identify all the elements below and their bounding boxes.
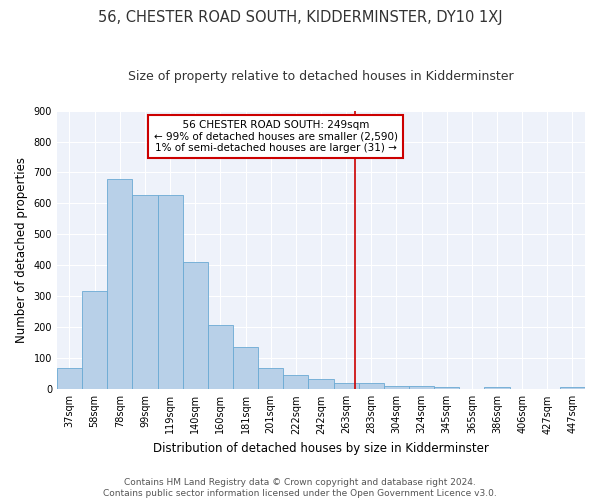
Bar — [107, 178, 133, 390]
Text: 56 CHESTER ROAD SOUTH: 249sqm  
← 99% of detached houses are smaller (2,590)
1% : 56 CHESTER ROAD SOUTH: 249sqm ← 99% of d… — [154, 120, 398, 153]
Y-axis label: Number of detached properties: Number of detached properties — [15, 157, 28, 343]
Bar — [560, 387, 585, 390]
Bar — [57, 368, 82, 390]
Bar — [233, 348, 258, 390]
Bar — [434, 387, 459, 390]
Title: Size of property relative to detached houses in Kidderminster: Size of property relative to detached ho… — [128, 70, 514, 83]
Bar — [409, 386, 434, 390]
Bar — [384, 386, 409, 390]
Bar — [283, 376, 308, 390]
Bar — [484, 387, 509, 390]
Bar — [334, 383, 359, 390]
Bar — [308, 380, 334, 390]
Bar — [82, 291, 107, 390]
Text: Contains HM Land Registry data © Crown copyright and database right 2024.
Contai: Contains HM Land Registry data © Crown c… — [103, 478, 497, 498]
Bar — [133, 195, 158, 390]
Bar — [258, 368, 283, 390]
Bar — [182, 262, 208, 390]
Text: 56, CHESTER ROAD SOUTH, KIDDERMINSTER, DY10 1XJ: 56, CHESTER ROAD SOUTH, KIDDERMINSTER, D… — [98, 10, 502, 25]
Bar — [359, 383, 384, 390]
Bar — [158, 195, 182, 390]
Bar — [208, 325, 233, 390]
X-axis label: Distribution of detached houses by size in Kidderminster: Distribution of detached houses by size … — [153, 442, 489, 455]
